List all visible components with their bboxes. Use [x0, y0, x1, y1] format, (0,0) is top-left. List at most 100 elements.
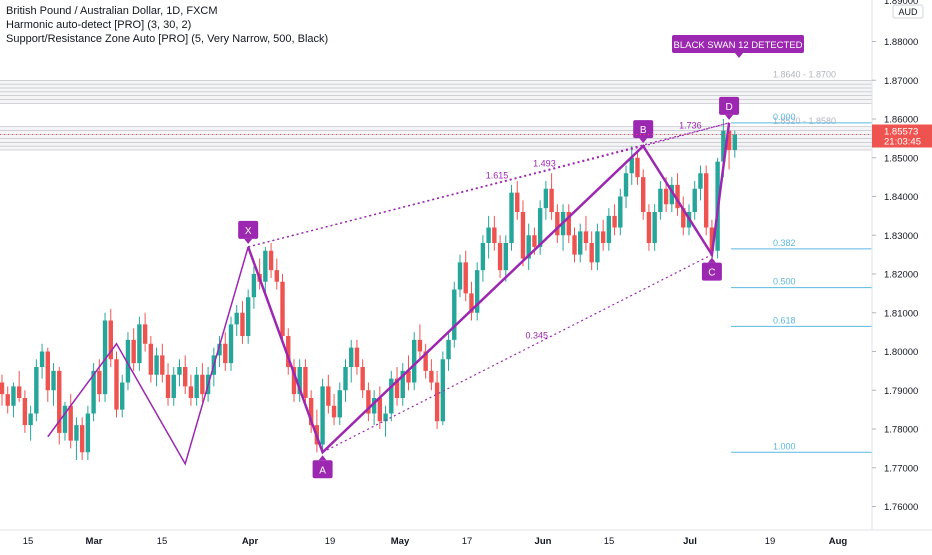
candle-down[interactable]: [520, 200, 526, 267]
candle-up[interactable]: [137, 316, 142, 371]
candle-down[interactable]: [549, 173, 554, 220]
candle-up[interactable]: [349, 339, 354, 383]
candle-up[interactable]: [337, 382, 342, 426]
candle-down[interactable]: [394, 367, 400, 406]
candle-down[interactable]: [377, 386, 383, 429]
candle-up[interactable]: [51, 363, 56, 406]
candle-down[interactable]: [240, 301, 245, 344]
candle-down[interactable]: [308, 390, 314, 433]
candle-up[interactable]: [486, 215, 491, 259]
candle-up[interactable]: [91, 363, 96, 422]
candle-up[interactable]: [560, 204, 566, 251]
candle-down[interactable]: [646, 204, 652, 251]
candle-up[interactable]: [85, 405, 91, 460]
candle-up[interactable]: [452, 281, 457, 348]
candle-down[interactable]: [429, 359, 434, 391]
candle-down[interactable]: [131, 328, 136, 371]
candle-down[interactable]: [331, 394, 337, 426]
candle-up[interactable]: [480, 235, 486, 282]
pattern-point-c[interactable]: C: [701, 257, 722, 281]
candle-down[interactable]: [5, 386, 10, 414]
candle-down[interactable]: [286, 328, 291, 375]
pattern-point-b[interactable]: B: [633, 120, 654, 144]
candle-down[interactable]: [68, 394, 73, 449]
candle-up[interactable]: [623, 165, 629, 209]
candle-down[interactable]: [583, 215, 589, 251]
candle-down[interactable]: [142, 312, 148, 352]
candle-up[interactable]: [412, 332, 417, 391]
candle-up[interactable]: [578, 223, 583, 263]
candle-up[interactable]: [154, 347, 159, 387]
candle-up[interactable]: [595, 223, 600, 271]
candle-down[interactable]: [354, 339, 360, 375]
candle-up[interactable]: [446, 332, 451, 371]
candle-up[interactable]: [28, 405, 33, 441]
candle-up[interactable]: [474, 262, 480, 321]
candle-up[interactable]: [251, 266, 257, 309]
candle-down[interactable]: [57, 367, 62, 445]
candle-down[interactable]: [45, 347, 50, 402]
candle-down[interactable]: [114, 351, 119, 418]
candle-up[interactable]: [503, 235, 508, 282]
candle-up[interactable]: [102, 312, 108, 402]
candle-down[interactable]: [492, 215, 497, 251]
candle-down[interactable]: [566, 204, 571, 243]
candle-down[interactable]: [463, 250, 468, 302]
candle-up[interactable]: [217, 336, 222, 367]
candle-down[interactable]: [291, 359, 297, 402]
candle-down[interactable]: [108, 308, 113, 367]
candle-up[interactable]: [34, 359, 39, 422]
candle-up[interactable]: [177, 359, 182, 387]
candle-down[interactable]: [16, 370, 22, 402]
pattern-point-a[interactable]: A: [312, 455, 333, 479]
candle-down[interactable]: [0, 374, 5, 406]
candle-down[interactable]: [600, 219, 606, 251]
candle-up[interactable]: [297, 359, 302, 402]
candle-up[interactable]: [74, 417, 79, 460]
pattern-point-x[interactable]: X: [238, 220, 259, 244]
candle-up[interactable]: [400, 363, 405, 406]
candle-down[interactable]: [589, 231, 594, 271]
candle-down[interactable]: [681, 196, 686, 236]
harmonic-pattern[interactable]: 0.345 1.615 1.493 1.736 X A B C D: [47, 96, 740, 479]
candle-up[interactable]: [194, 367, 199, 406]
candle-up[interactable]: [457, 254, 463, 298]
candle-up[interactable]: [228, 316, 234, 371]
candle-down[interactable]: [165, 363, 171, 406]
candle-down[interactable]: [555, 204, 560, 243]
candle-down[interactable]: [635, 150, 640, 185]
pattern-point-d[interactable]: D: [719, 96, 740, 120]
candle-up[interactable]: [171, 367, 176, 406]
candle-down[interactable]: [641, 169, 646, 220]
candle-up[interactable]: [371, 390, 377, 426]
candle-down[interactable]: [148, 336, 154, 383]
candle-up[interactable]: [543, 181, 549, 220]
candle-down[interactable]: [280, 274, 285, 344]
candle-down[interactable]: [572, 227, 577, 263]
candle-down[interactable]: [417, 324, 423, 360]
candle-up[interactable]: [11, 382, 16, 418]
candle-up[interactable]: [120, 374, 125, 418]
price-axis[interactable]: 1.76000 1.77000 1.78000 1.79000 1.80000 1.810…: [871, 0, 932, 550]
candle-down[interactable]: [366, 382, 371, 422]
candle-down[interactable]: [675, 173, 680, 216]
candle-down[interactable]: [160, 343, 165, 383]
candle-up[interactable]: [320, 378, 325, 453]
alert-badge[interactable]: BLACK SWAN 12 DETECTED: [672, 35, 804, 58]
candle-up[interactable]: [652, 204, 657, 251]
candle-down[interactable]: [612, 204, 617, 236]
candle-up[interactable]: [692, 181, 697, 220]
candle-down[interactable]: [497, 235, 503, 278]
candle-down[interactable]: [303, 359, 308, 406]
candle-up[interactable]: [125, 332, 131, 391]
candle-down[interactable]: [434, 370, 440, 429]
candle-down[interactable]: [423, 343, 428, 379]
candle-up[interactable]: [440, 351, 446, 426]
candle-up[interactable]: [343, 359, 348, 402]
candle-down[interactable]: [360, 359, 365, 398]
candle-up[interactable]: [606, 208, 612, 251]
candle-up[interactable]: [62, 401, 68, 441]
